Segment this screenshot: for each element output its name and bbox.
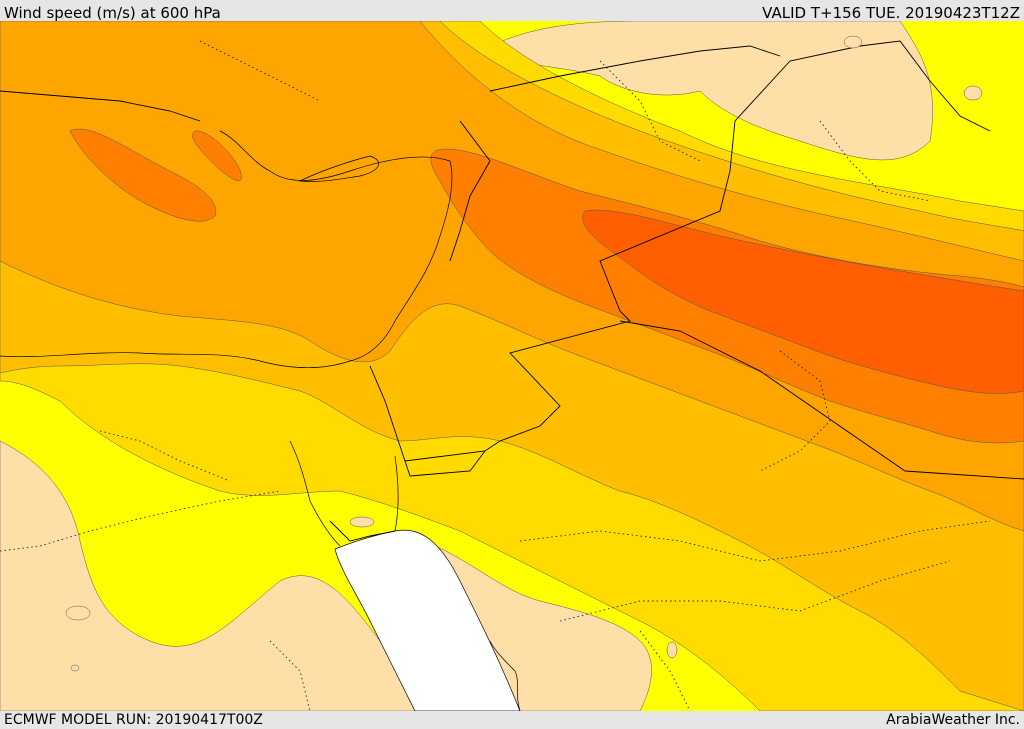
wind-band-dark-orange-mediterranean bbox=[69, 128, 217, 222]
coastlines bbox=[0, 130, 521, 711]
map-header: Wind speed (m/s) at 600 hPa VALID T+156 … bbox=[0, 0, 1024, 22]
wind-speed-map[interactable] bbox=[0, 21, 1024, 711]
wind-band-red-core bbox=[582, 209, 1024, 394]
model-run-label: ECMWF MODEL RUN: 20190417T00Z bbox=[4, 712, 263, 728]
wind-band-orange bbox=[0, 21, 1024, 532]
map-footer: ECMWF MODEL RUN: 20190417T00Z ArabiaWeat… bbox=[0, 711, 1024, 729]
valid-time-label: VALID T+156 TUE. 20190423T12Z bbox=[762, 4, 1020, 22]
wind-band-dark-orange-aegean bbox=[192, 130, 242, 182]
credit-label: ArabiaWeather Inc. bbox=[886, 712, 1020, 728]
country-borders bbox=[0, 40, 1024, 542]
wind-band-beige-northeast bbox=[479, 21, 933, 161]
map-title: Wind speed (m/s) at 600 hPa bbox=[4, 4, 221, 22]
province-borders bbox=[0, 40, 991, 711]
islands bbox=[65, 35, 983, 672]
